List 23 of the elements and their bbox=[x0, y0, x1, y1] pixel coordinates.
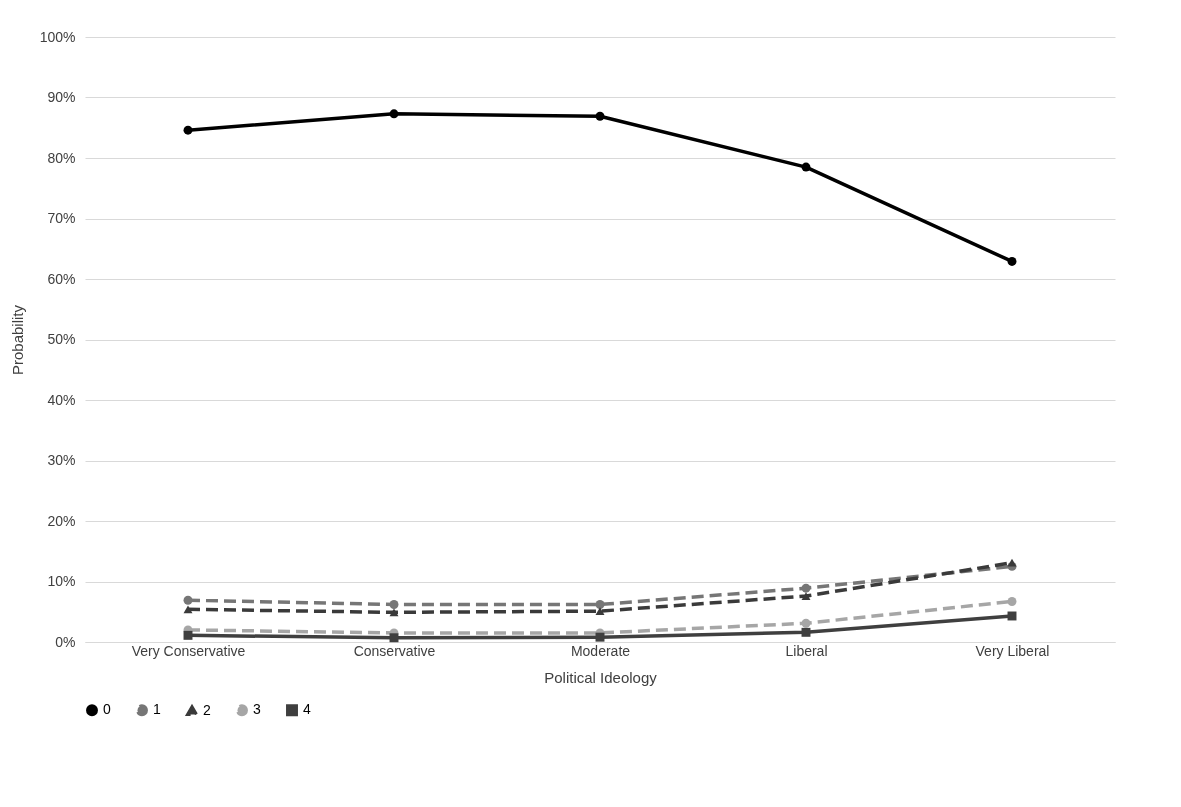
x-tick-label: Very Conservative bbox=[131, 642, 246, 659]
y-tick-label: 10% bbox=[47, 573, 76, 589]
y-tick-label: 80% bbox=[47, 149, 76, 166]
y-tick-label: 20% bbox=[47, 512, 76, 529]
y-tick-label: 70% bbox=[47, 210, 76, 226]
y-tick-label: 30% bbox=[47, 452, 76, 468]
x-tick-label: Very Liberal bbox=[975, 642, 1050, 659]
legend-label: 0 bbox=[103, 701, 111, 718]
x-axis-title: Political Ideology bbox=[544, 668, 658, 686]
y-tick-label: 100% bbox=[39, 28, 76, 45]
x-tick-label: Moderate bbox=[570, 642, 631, 659]
y-tick-label: 40% bbox=[47, 391, 76, 408]
y-tick-label: 90% bbox=[47, 89, 76, 105]
legend-label: 2 bbox=[203, 701, 211, 718]
y-tick-label: 0% bbox=[55, 633, 76, 650]
y-tick-label: 60% bbox=[47, 270, 76, 287]
y-tick-label: 50% bbox=[47, 331, 76, 347]
x-tick-label: Conservative bbox=[353, 642, 436, 659]
x-tick-label: Liberal bbox=[785, 642, 828, 659]
legend-label: 4 bbox=[303, 701, 311, 718]
y-axis-title: Probability bbox=[8, 304, 26, 376]
legend-label: 3 bbox=[253, 701, 261, 718]
legend-label: 1 bbox=[153, 701, 161, 718]
